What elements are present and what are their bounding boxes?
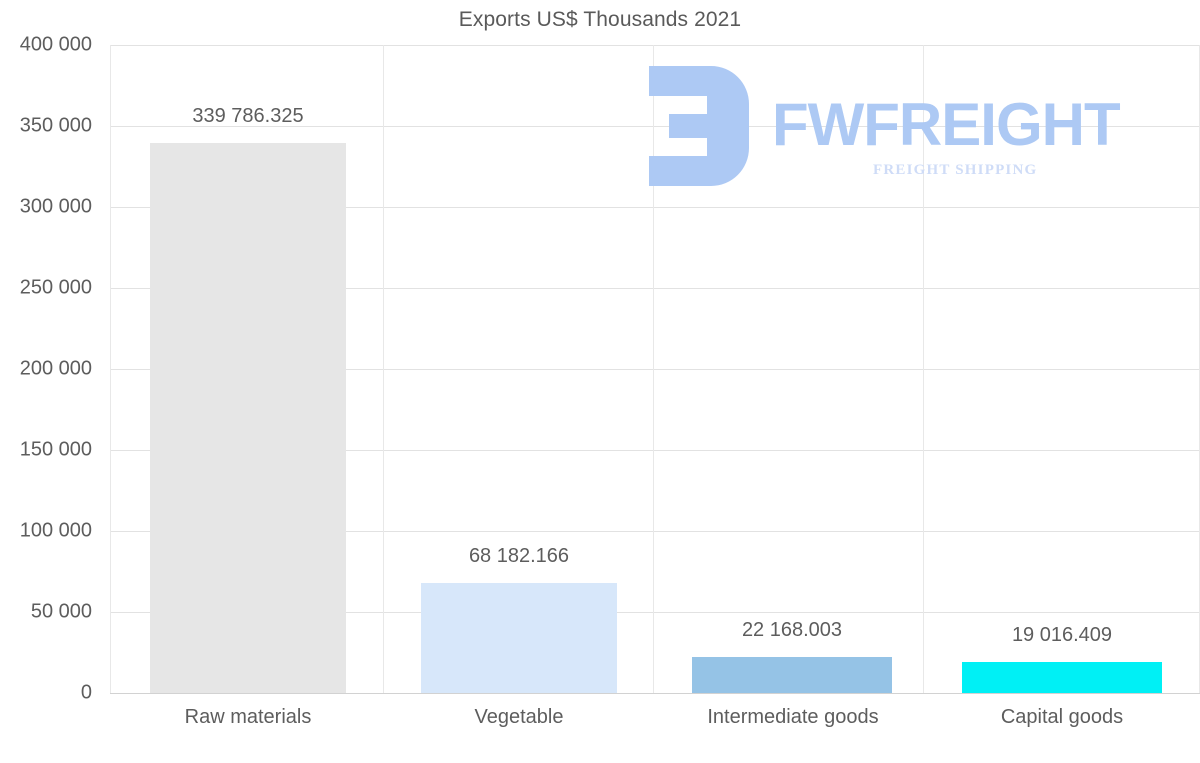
y-tick-label-150000: 150 000 — [19, 438, 92, 461]
y-tick-label-350000: 350 000 — [19, 114, 92, 137]
bar-value-capital-goods: 19 016.409 — [1011, 624, 1113, 646]
gridline-vertical-1 — [383, 45, 384, 693]
bar-intermediate-goods[interactable] — [692, 657, 892, 693]
x-tick-label-capital-goods: Capital goods — [1000, 706, 1124, 728]
x-tick-label-vegetable: Vegetable — [474, 706, 564, 728]
y-tick-label-250000: 250 000 — [19, 276, 92, 299]
gridline-50000 — [110, 612, 1200, 613]
gridline-axis-zero — [110, 693, 1200, 694]
x-tick-label-raw-materials: Raw materials — [184, 706, 312, 728]
bar-capital-goods[interactable] — [962, 662, 1162, 693]
gridline-100000 — [110, 531, 1200, 532]
gridline-vertical-3 — [923, 45, 924, 693]
bar-vegetable[interactable] — [421, 583, 617, 693]
gridline-150000 — [110, 450, 1200, 451]
bar-raw-materials[interactable] — [150, 143, 346, 693]
bar-value-intermediate-goods: 22 168.003 — [741, 619, 843, 641]
gridline-300000 — [110, 207, 1200, 208]
y-tick-label-0: 0 — [80, 681, 92, 704]
y-tick-label-300000: 300 000 — [19, 195, 92, 218]
x-tick-label-intermediate-goods: Intermediate goods — [707, 706, 879, 728]
gridline-400000 — [110, 45, 1200, 46]
y-tick-label-50000: 50 000 — [30, 600, 92, 623]
gridline-200000 — [110, 369, 1200, 370]
gridline-vertical-2 — [653, 45, 654, 693]
y-tick-label-400000: 400 000 — [19, 33, 92, 56]
y-tick-label-100000: 100 000 — [19, 519, 92, 542]
bar-value-raw-materials: 339 786.325 — [192, 105, 304, 127]
gridline-vertical-axis — [110, 45, 111, 693]
bar-value-vegetable: 68 182.166 — [468, 545, 570, 567]
gridline-250000 — [110, 288, 1200, 289]
chart-title: Exports US$ Thousands 2021 — [458, 8, 742, 31]
y-tick-label-200000: 200 000 — [19, 357, 92, 380]
